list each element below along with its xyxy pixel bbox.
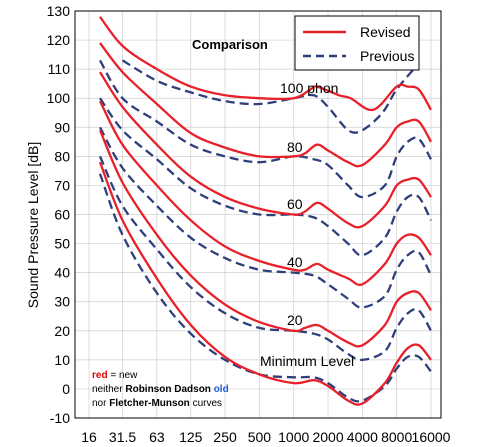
- revised-curve-60: [99, 71, 432, 229]
- chart-title: Comparison: [192, 37, 268, 52]
- annotation-100-phon: 100 phon: [280, 80, 338, 96]
- previous-curve-20: [98, 155, 433, 362]
- y-tick-label: 110: [48, 61, 71, 77]
- x-tick-label: 4000: [347, 429, 378, 445]
- legend-note: red = new neither Robinson Dadson old no…: [92, 370, 229, 409]
- legend-label-previous: Previous: [360, 48, 414, 64]
- previous-curve-80: [99, 59, 433, 199]
- legend-label-revised: Revised: [360, 24, 411, 40]
- note-curves-text: curves: [190, 398, 222, 409]
- x-tick-label: 16000: [412, 429, 451, 445]
- revised-curve-40: [98, 100, 432, 286]
- x-tick-label: 2000: [312, 429, 343, 445]
- previous-curve-100-phon: [121, 59, 420, 134]
- x-tick-label: 500: [248, 429, 272, 445]
- y-tick-label: -10: [50, 410, 70, 426]
- series-layer: [98, 16, 433, 406]
- note-neither-text: neither: [92, 384, 125, 395]
- y-tick-label: 130: [47, 3, 71, 19]
- note-fletcher-munson: Fletcher-Munson: [109, 398, 190, 409]
- note-line-2: neither Robinson Dadson old: [92, 384, 229, 395]
- revised-curve-20: [98, 129, 432, 348]
- x-tick-label: 8000: [381, 429, 412, 445]
- x-tick-label: 125: [179, 429, 203, 445]
- legend: Revised Previous: [294, 15, 420, 71]
- x-tick-label: 16: [81, 429, 97, 445]
- x-tick-label: 31.5: [109, 429, 136, 445]
- note-line-1: red = new: [92, 370, 138, 381]
- y-tick-label: 20: [54, 323, 70, 339]
- note-nor-text: nor: [92, 398, 109, 409]
- x-tick-label: 250: [213, 429, 237, 445]
- note-old-word: old: [211, 384, 229, 395]
- note-new-text: = new: [108, 370, 139, 381]
- x-tick-label: 1000: [278, 429, 309, 445]
- y-tick-label: 70: [54, 177, 70, 193]
- y-tick-label: 80: [54, 148, 70, 164]
- annotation-40: 40: [287, 254, 303, 270]
- previous-curve-40: [98, 126, 433, 309]
- plot-frame: [74, 10, 442, 419]
- y-axis-label: Sound Pressure Level [dB]: [25, 142, 41, 309]
- y-tick-label: 60: [54, 207, 70, 223]
- y-tick-label: 10: [54, 352, 70, 368]
- x-tick-labels: 16 31.5 63 125 250 500 1000 2000 4000 8000 16000: [81, 429, 450, 445]
- legend-box: [294, 15, 420, 71]
- y-tick-label: 40: [54, 265, 70, 281]
- note-line-3: nor Fletcher-Munson curves: [92, 398, 222, 409]
- x-tick-label: 63: [149, 429, 165, 445]
- annotation-minimum-level: Minimum Level: [260, 353, 354, 369]
- y-tick-label: 120: [47, 32, 71, 48]
- note-red-word: red: [92, 370, 108, 381]
- y-tick-label: 30: [54, 294, 70, 310]
- y-tick-label: 0: [62, 381, 70, 397]
- revised-curve-80: [99, 42, 433, 168]
- annotation-60: 60: [287, 196, 303, 212]
- annotation-20: 20: [287, 312, 303, 328]
- annotation-80: 80: [287, 139, 303, 155]
- y-tick-label: 100: [47, 90, 71, 106]
- revised-curve-minimum-level: [98, 161, 432, 406]
- y-tick-label: 50: [54, 236, 70, 252]
- y-tick-labels: -10 0 10 20 30 40 50 60 70 80 90 100 110 120 130: [47, 3, 71, 426]
- revised-curve-100-phon: [99, 16, 432, 112]
- y-tick-label: 90: [54, 119, 70, 135]
- previous-curve-minimum-level: [98, 173, 432, 403]
- note-robinson-dadson: Robinson Dadson: [125, 384, 211, 395]
